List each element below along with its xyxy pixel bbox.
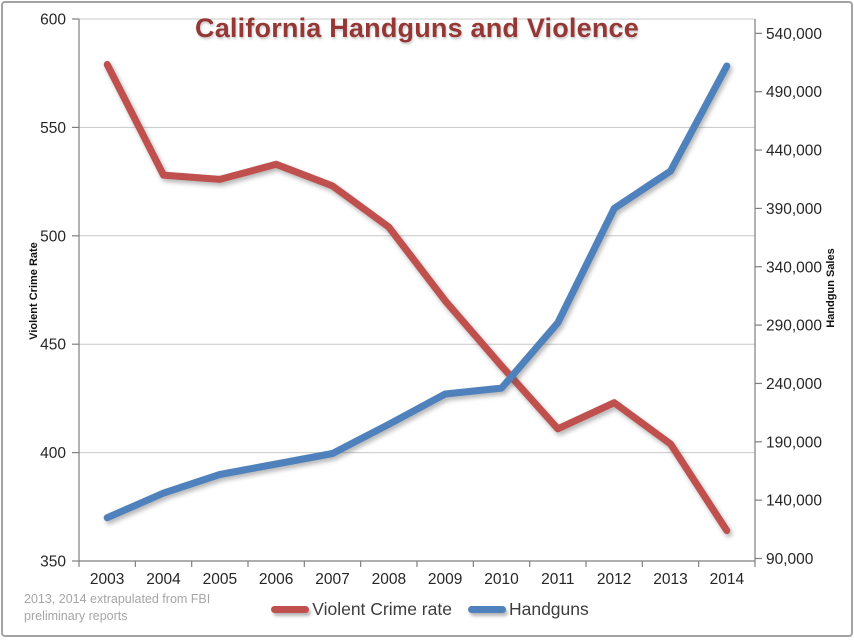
series-violent-crime-rate-line: [103, 61, 731, 535]
legend-swatch-handguns: [467, 606, 506, 613]
left-axis-tick-label: 350: [40, 554, 66, 571]
x-axis-tick-label: 2003: [90, 571, 124, 588]
right-axis-tick-label: 290,000: [766, 318, 822, 335]
right-axis-tick-label: 240,000: [766, 376, 822, 393]
x-axis-tick-label: 2008: [372, 571, 406, 588]
right-axis-title: Handgun Sales: [825, 248, 837, 328]
x-axis-tick-label: 2012: [597, 571, 631, 588]
x-axis-tick-label: 2005: [203, 571, 237, 588]
x-axis-tick-label: 2011: [541, 571, 574, 588]
x-axis-tick-label: 2007: [315, 571, 349, 588]
right-axis-tick-label: 390,000: [766, 201, 822, 218]
right-axis-tick-label: 340,000: [766, 259, 822, 276]
legend-label-violent-crime-rate: Violent Crime rate: [312, 599, 452, 619]
left-axis-title: Violent Crime Rate: [28, 242, 40, 340]
series-handguns-line: [103, 62, 731, 522]
footnote-line-2: preliminary reports: [24, 609, 128, 623]
legend-swatch-violent-crime-rate: [271, 606, 310, 613]
footnote: 2013, 2014 extrapulated from FBI prelimi…: [24, 591, 210, 625]
x-axis-tick-label: 2014: [710, 571, 745, 588]
left-axis-tick-label: 550: [40, 120, 66, 137]
left-axis-tick-label: 500: [40, 228, 66, 245]
right-axis-tick-label: 140,000: [766, 493, 822, 510]
right-axis-tick-label: 440,000: [766, 143, 822, 160]
x-axis-tick-label: 2006: [259, 571, 293, 588]
x-axis-tick-label: 2009: [428, 571, 462, 588]
legend-item-handguns: Handguns: [467, 599, 589, 620]
legend-item-violent-crime-rate: Violent Crime rate: [271, 599, 452, 620]
legend: Violent Crime rate Handguns: [3, 599, 854, 620]
chart-title: California Handguns and Violence: [195, 13, 639, 43]
right-axis-tick-label: 190,000: [766, 434, 822, 451]
footnote-line-1: 2013, 2014 extrapulated from FBI: [24, 592, 211, 606]
x-axis-tick-label: 2013: [653, 571, 687, 588]
x-axis-tick-label: 2004: [146, 571, 181, 588]
left-axis-tick-label: 450: [40, 337, 66, 354]
right-axis-tick-label: 90,000: [766, 551, 814, 568]
legend-label-handguns: Handguns: [508, 599, 589, 619]
x-axis-tick-label: 2010: [484, 571, 519, 588]
chart-canvas: 350 400 450 500 550 600 90,000 140,000 190,000 24…: [40, 12, 822, 589]
right-axis-tick-label: 540,000: [766, 26, 822, 43]
left-axis-tick-label: 600: [40, 12, 66, 29]
left-axis-tick-label: 400: [40, 445, 66, 462]
right-axis-tick-label: 490,000: [766, 84, 822, 101]
